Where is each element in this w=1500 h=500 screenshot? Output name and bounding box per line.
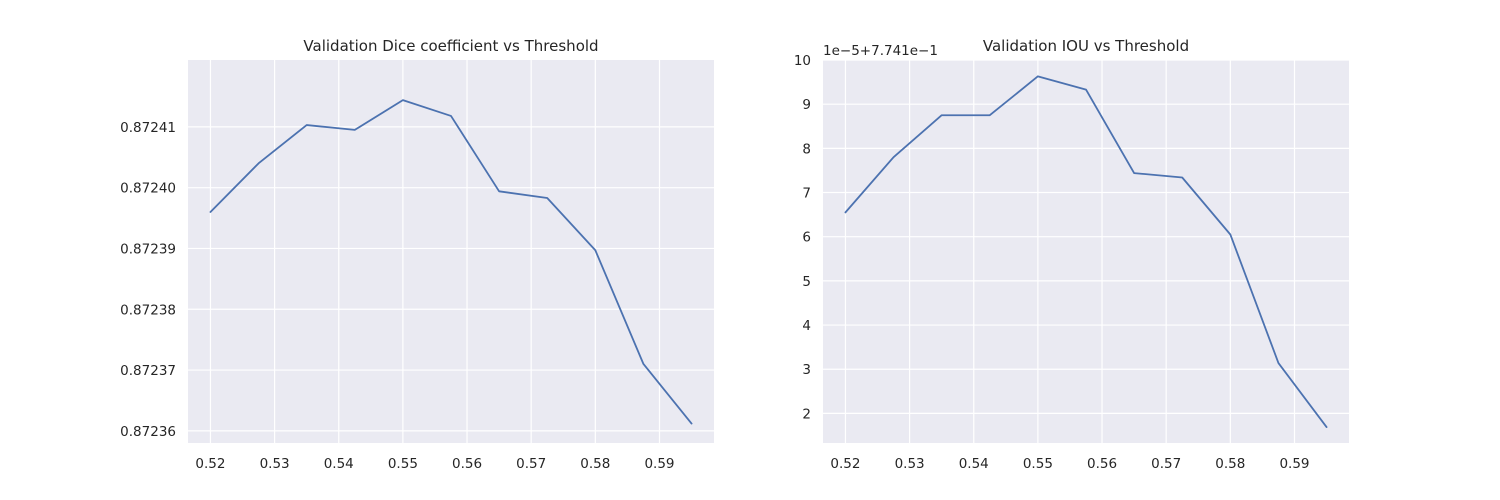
iou-x-tick-label: 0.57 bbox=[1151, 456, 1181, 472]
iou-series-line bbox=[844, 75, 1328, 429]
dice-x-tick-label: 0.58 bbox=[580, 456, 610, 472]
iou-x-tick-label: 0.54 bbox=[959, 456, 989, 472]
iou-x-tick-label: 0.58 bbox=[1215, 456, 1245, 472]
dice-y-tick-label: 0.87237 bbox=[120, 363, 176, 379]
dice-x-tick-label: 0.59 bbox=[644, 456, 674, 472]
iou-chart-title: Validation IOU vs Threshold bbox=[983, 37, 1189, 55]
dice-y-tick-label: 0.87236 bbox=[120, 424, 176, 440]
iou-y-tick-label: 8 bbox=[802, 141, 811, 157]
dice-y-tick-label: 0.87239 bbox=[120, 241, 176, 257]
iou-x-tick-label: 0.59 bbox=[1279, 456, 1309, 472]
iou-y-tick-label: 2 bbox=[802, 406, 811, 422]
iou-y-tick-label: 9 bbox=[802, 97, 811, 113]
iou-chart: 0.52 0.53 0.54 0.55 0.56 0.57 0.58 0.59 2 3 4 5 6 7 8 9… bbox=[794, 37, 1349, 472]
dice-x-tick-label: 0.53 bbox=[260, 456, 290, 472]
dice-x-tick-label: 0.52 bbox=[195, 456, 225, 472]
dice-x-tick-label: 0.57 bbox=[516, 456, 546, 472]
iou-y-tick-label: 3 bbox=[802, 362, 811, 378]
iou-x-tick-label: 0.53 bbox=[895, 456, 925, 472]
dice-y-tick-label: 0.87241 bbox=[120, 120, 176, 136]
iou-y-tick-label: 4 bbox=[802, 318, 811, 334]
dice-plot-area bbox=[188, 60, 714, 443]
iou-x-tick-label: 0.56 bbox=[1087, 456, 1117, 472]
dice-x-tick-label: 0.56 bbox=[452, 456, 482, 472]
dice-chart-title: Validation Dice coefficient vs Threshold bbox=[303, 37, 598, 55]
dice-series-line bbox=[209, 99, 693, 425]
iou-plot-area bbox=[823, 60, 1349, 443]
iou-axis-offset-label: 1e−5+7.741e−1 bbox=[823, 43, 938, 59]
iou-x-tick-label: 0.52 bbox=[830, 456, 860, 472]
dice-chart: 0.52 0.53 0.54 0.55 0.56 0.57 0.58 0.59 0.87236 0… bbox=[120, 37, 714, 472]
dice-x-tick-label: 0.54 bbox=[324, 456, 354, 472]
iou-x-tick-label: 0.55 bbox=[1023, 456, 1053, 472]
iou-y-tick-label: 5 bbox=[802, 274, 811, 290]
iou-y-tick-label: 6 bbox=[802, 230, 811, 246]
dice-y-tick-label: 0.87238 bbox=[120, 302, 176, 318]
dice-x-tick-label: 0.55 bbox=[388, 456, 418, 472]
iou-y-tick-label: 10 bbox=[794, 53, 811, 69]
dice-y-tick-label: 0.87240 bbox=[120, 181, 176, 197]
iou-y-tick-label: 7 bbox=[802, 186, 811, 202]
